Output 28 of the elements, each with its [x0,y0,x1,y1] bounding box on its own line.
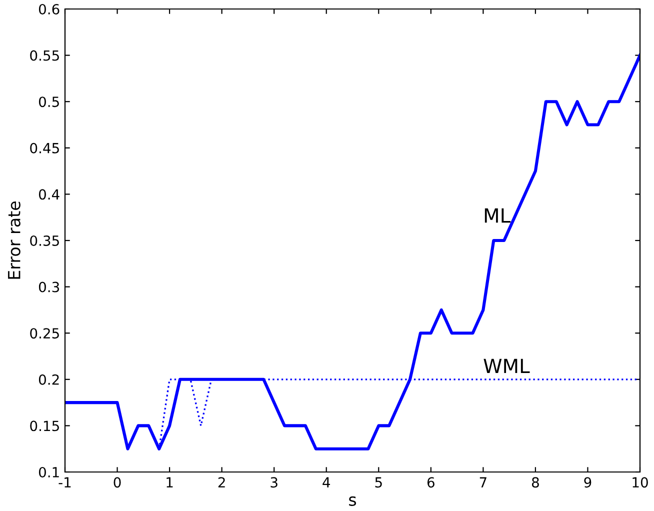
x-tick-label: 3 [270,477,278,488]
y-tick-label: 0.6 [38,4,60,14]
x-tick-label: 8 [532,477,539,488]
x-tick-label: 10 [632,477,648,488]
line-series [65,54,640,450]
series-label: ML [484,208,511,223]
y-axis-title: Error rate [8,202,20,279]
y-tick-label: 0.3 [38,282,60,292]
x-tick-label: 2 [218,477,225,488]
x-tick-label: 6 [427,477,434,488]
y-tick-label: 0.35 [30,235,59,246]
y-tick-label: 0.45 [30,142,59,154]
x-tick-label: 4 [322,477,330,488]
y-tick-label: 0.2 [38,374,59,385]
x-tick-label: 9 [584,477,592,488]
x-tick-label: 5 [375,477,382,488]
x-axis-title: s [349,496,356,506]
y-tick-label: 0.4 [38,189,60,200]
x-tick-label: -1 [58,477,71,488]
x-tick-label: 0 [114,477,121,488]
y-tick-label: 0.55 [30,50,59,61]
y-tick-label: 0.15 [30,420,59,432]
x-tick-label: 1 [166,477,173,488]
series-label: WML [484,358,530,374]
y-tick-label: 0.25 [30,328,59,339]
x-tick-label: 7 [480,477,486,488]
y-tick-label: 0.1 [38,466,59,478]
y-tick-label: 0.5 [38,96,59,108]
